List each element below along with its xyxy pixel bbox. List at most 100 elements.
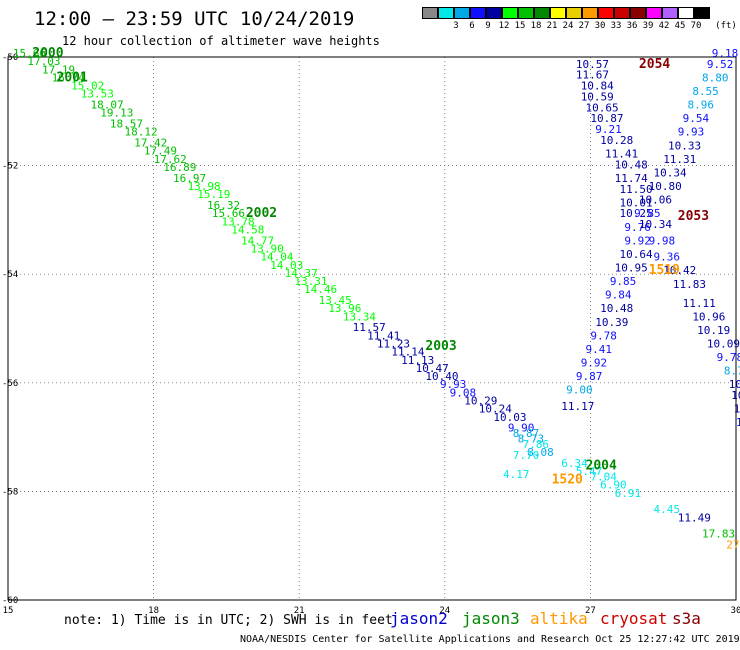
wave-height-value: 10.14 bbox=[734, 403, 740, 416]
wave-height-value: 11.67 bbox=[576, 69, 609, 82]
x-tick-label: 18 bbox=[148, 606, 159, 616]
wave-height-value: 14.77 bbox=[241, 234, 274, 247]
page-title: 12:00 — 23:59 UTC 10/24/2019 bbox=[34, 8, 355, 30]
wave-height-value: 13.96 bbox=[328, 302, 361, 315]
wave-height-value: 15.02 bbox=[71, 80, 104, 93]
color-scale-swatch bbox=[486, 7, 502, 19]
wave-height-value: 7.70 bbox=[513, 449, 540, 462]
wave-height-value: 9.93 bbox=[440, 378, 467, 391]
wave-height-value: 13.78 bbox=[222, 215, 255, 228]
wave-height-value: 11.74 bbox=[615, 172, 648, 185]
wave-height-value: 10.42 bbox=[663, 264, 696, 277]
wave-height-value: 10.29 bbox=[464, 395, 497, 408]
color-scale-swatch bbox=[614, 7, 630, 19]
wave-height-value: 10.40 bbox=[425, 370, 458, 383]
wave-height-value: 6.90 bbox=[600, 479, 627, 492]
wave-height-value: 13.45 bbox=[319, 294, 352, 307]
wave-height-value: 9.87 bbox=[576, 370, 603, 383]
color-scale-swatch bbox=[454, 7, 470, 19]
wave-height-value: 9.41 bbox=[586, 343, 613, 356]
wave-height-value: 9.90 bbox=[508, 422, 534, 435]
wave-height-value: 10.80 bbox=[649, 180, 682, 193]
color-scale-swatch bbox=[582, 7, 598, 19]
wave-height-value: 5.47 bbox=[576, 465, 603, 478]
x-tick-label: 27 bbox=[585, 606, 596, 616]
wave-height-value: 4.45 bbox=[653, 503, 680, 516]
wave-height-value: 10.47 bbox=[416, 362, 449, 375]
wave-height-value: 9.36 bbox=[653, 251, 680, 264]
wave-height-value: 8.73 bbox=[518, 433, 545, 446]
legend-item-s3a: s3a bbox=[672, 609, 701, 628]
wave-height-value: 14.04 bbox=[260, 251, 293, 264]
wave-height-value: 10.87 bbox=[590, 112, 623, 125]
color-scale-label: 15 bbox=[514, 21, 526, 31]
wave-height-value: 13.53 bbox=[81, 88, 114, 101]
wave-height-value: 27.53 bbox=[726, 538, 740, 551]
wave-height-value: 9.84 bbox=[605, 289, 632, 302]
wave-height-value: 11.13 bbox=[401, 354, 434, 367]
wave-height-value: 17.62 bbox=[154, 153, 187, 166]
wave-height-value: 16.74 bbox=[52, 71, 85, 84]
color-scale-label: 21 bbox=[546, 21, 558, 31]
wave-height-value: 9.85 bbox=[610, 275, 637, 288]
wave-height-value: 6.34 bbox=[561, 457, 588, 470]
wave-height-value: 11.83 bbox=[673, 278, 706, 291]
wave-height-value: 10.25 bbox=[620, 207, 653, 220]
color-scale-swatch bbox=[598, 7, 614, 19]
wave-height-value: 10.14 bbox=[736, 416, 740, 429]
wave-height-value: 15.66 bbox=[13, 47, 46, 60]
color-scale-label: 6 bbox=[469, 21, 475, 31]
y-tick-label: -50 bbox=[2, 53, 18, 63]
wave-height-value: 13.98 bbox=[188, 180, 221, 193]
color-scale-swatch bbox=[470, 7, 486, 19]
color-scale-label: 30 bbox=[594, 21, 606, 31]
wave-height-value: 11.23 bbox=[377, 338, 410, 351]
wave-height-value: 10.34 bbox=[639, 218, 672, 231]
wave-height-value: 9.52 bbox=[707, 58, 734, 71]
color-scale-label: 12 bbox=[498, 21, 510, 31]
wave-height-value: 10.65 bbox=[586, 101, 619, 114]
wave-height-value: 10.09 bbox=[707, 338, 740, 351]
y-tick-label: -54 bbox=[2, 270, 18, 280]
track-label: 1520 bbox=[552, 472, 583, 487]
wave-height-value: 9.21 bbox=[595, 123, 622, 136]
wave-height-value: 10.95 bbox=[615, 261, 648, 274]
wave-height-value: 7.86 bbox=[522, 438, 549, 451]
wave-height-value: 15.19 bbox=[197, 188, 230, 201]
wave-height-value: 10.28 bbox=[600, 134, 633, 147]
wave-height-value: 9.92 bbox=[581, 357, 608, 370]
track-label: 2000 bbox=[32, 46, 63, 61]
wave-height-value: 9.93 bbox=[678, 126, 705, 139]
y-tick-label: -58 bbox=[2, 487, 18, 497]
wave-height-value: 9.08 bbox=[450, 386, 477, 399]
wave-height-value: 10.96 bbox=[692, 310, 725, 323]
wave-height-value: 8.76 bbox=[724, 365, 740, 378]
wave-height-value: 11.31 bbox=[663, 153, 696, 166]
wave-height-value: 19.13 bbox=[100, 107, 133, 120]
wave-height-value: 18.57 bbox=[110, 118, 143, 131]
color-scale-label: 27 bbox=[578, 21, 590, 31]
wave-height-value: 11.41 bbox=[605, 147, 638, 160]
x-tick-label: 15 bbox=[3, 606, 14, 616]
y-tick-label: -60 bbox=[2, 596, 18, 606]
wave-height-value: 18.07 bbox=[91, 99, 124, 112]
wave-height-value: 17.42 bbox=[134, 137, 167, 150]
wave-height-value: 10.84 bbox=[581, 80, 614, 93]
color-scale-swatch bbox=[566, 7, 582, 19]
wave-height-value: 14.46 bbox=[304, 283, 337, 296]
wave-height-value: 13.31 bbox=[294, 275, 327, 288]
color-scale-label: 70 bbox=[690, 21, 702, 31]
color-scale-swatch bbox=[534, 7, 550, 19]
track-label: 2003 bbox=[425, 339, 456, 354]
plot-frame bbox=[7, 56, 737, 601]
wave-height-value: 13.90 bbox=[251, 242, 284, 255]
wave-height-value: 14.37 bbox=[285, 267, 318, 280]
color-scale-swatch bbox=[630, 7, 646, 19]
wave-height-value: 9.98 bbox=[649, 234, 676, 247]
wave-height-value: 10.48 bbox=[600, 302, 633, 315]
wave-height-value: 10.24 bbox=[479, 403, 512, 416]
x-tick-label: 24 bbox=[439, 606, 450, 616]
wave-height-value: 11.11 bbox=[683, 297, 716, 310]
color-scale-label: 18 bbox=[530, 21, 542, 31]
